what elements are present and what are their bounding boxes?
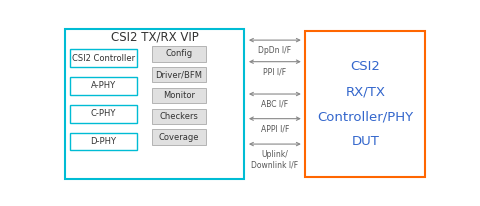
- Text: Coverage: Coverage: [159, 133, 199, 142]
- Bar: [71, 49, 137, 67]
- Text: Config: Config: [166, 49, 192, 59]
- Bar: [71, 132, 137, 150]
- Text: APPI I/F: APPI I/F: [261, 124, 289, 133]
- Bar: [152, 129, 206, 145]
- Text: CSI2
RX/TX
Controller/PHY
DUT: CSI2 RX/TX Controller/PHY DUT: [317, 60, 413, 148]
- Text: Uplink/
Downlink I/F: Uplink/ Downlink I/F: [252, 150, 299, 170]
- Text: D-PHY: D-PHY: [91, 137, 117, 146]
- Text: A-PHY: A-PHY: [91, 81, 116, 90]
- Text: C-PHY: C-PHY: [91, 109, 116, 118]
- Text: CSI2 Controller: CSI2 Controller: [72, 54, 135, 63]
- Bar: [71, 77, 137, 95]
- Text: ABC I/F: ABC I/F: [261, 99, 288, 108]
- Bar: [152, 88, 206, 103]
- Bar: [152, 46, 206, 62]
- Bar: [152, 109, 206, 124]
- Bar: [152, 67, 206, 82]
- Text: CSI2 TX/RX VIP: CSI2 TX/RX VIP: [111, 30, 199, 43]
- Text: Monitor: Monitor: [163, 91, 195, 100]
- Text: Driver/BFM: Driver/BFM: [156, 70, 203, 79]
- Bar: [305, 31, 425, 177]
- Bar: [71, 105, 137, 123]
- Text: PPI I/F: PPI I/F: [264, 67, 287, 76]
- Text: Checkers: Checkers: [159, 112, 198, 121]
- Text: DpDn I/F: DpDn I/F: [258, 46, 291, 55]
- Bar: [65, 29, 244, 179]
